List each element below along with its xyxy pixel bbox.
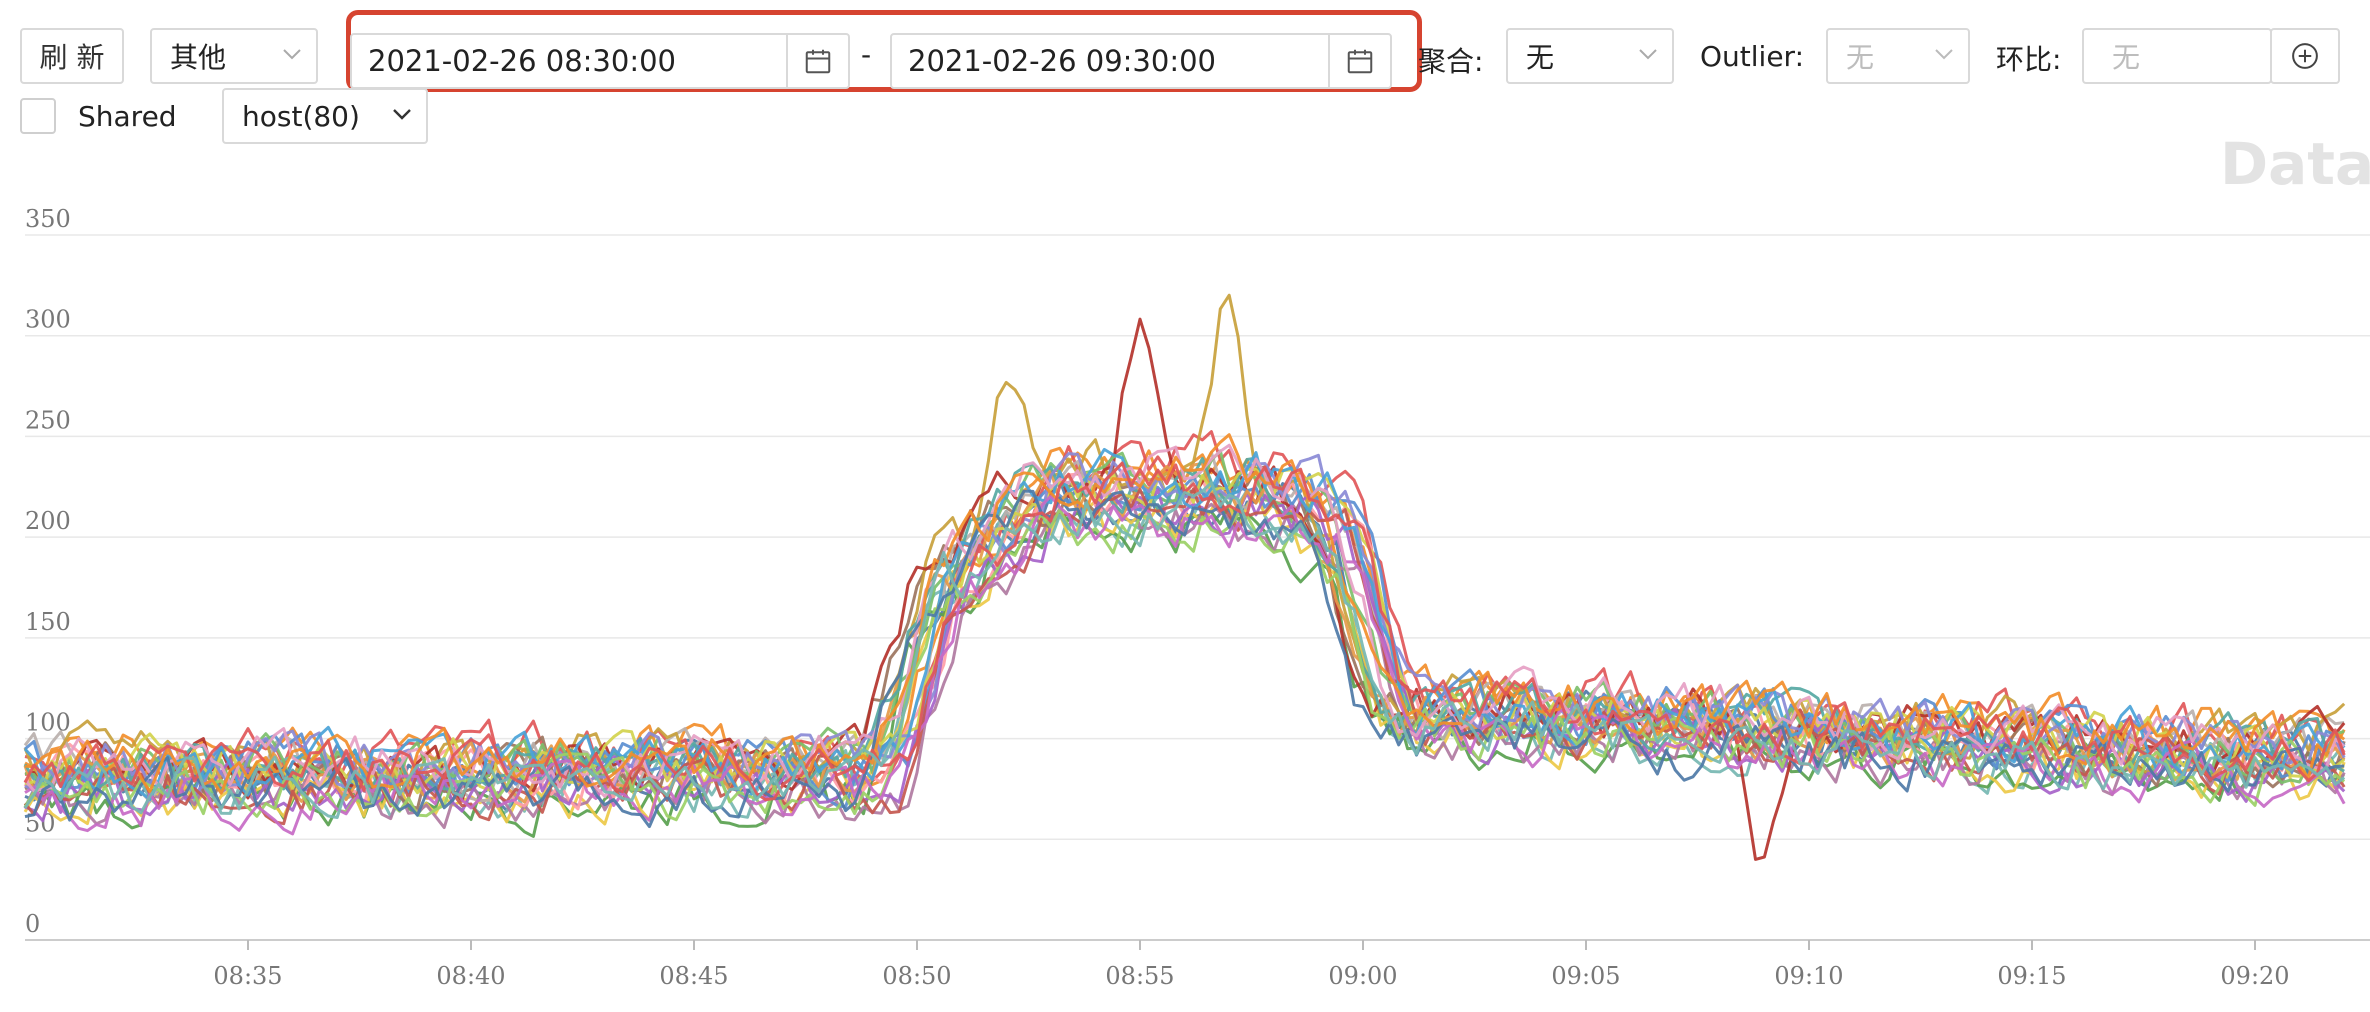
x-tick-label: 08:40 — [436, 962, 505, 990]
date-separator: - — [861, 38, 872, 71]
refresh-button[interactable]: 刷 新 — [20, 28, 124, 84]
chevron-down-icon — [390, 100, 411, 120]
chevron-down-icon — [1636, 40, 1657, 60]
category-select[interactable]: 其他 — [150, 28, 318, 84]
x-tick-label: 08:55 — [1105, 962, 1174, 990]
y-tick-label: 200 — [25, 507, 71, 535]
start-date-value: 2021-02-26 08:30:00 — [368, 44, 676, 78]
aggregate-label: 聚合: — [1418, 45, 1484, 78]
x-axis: 08:35 08:40 08:45 08:50 08:55 09:00 09:05 09:10… — [213, 940, 2290, 990]
chart-grid — [25, 234, 2370, 941]
toolbar: 刷 新 其他 2021-02-26 08:30:00 - 2021-02-26 … — [0, 0, 2370, 198]
series-line — [23, 481, 2346, 819]
series-line — [24, 489, 2345, 829]
series-line — [23, 293, 2346, 788]
x-tick-label: 09:10 — [1774, 962, 1843, 990]
series-line — [24, 468, 2346, 795]
x-tick-label: 09:20 — [2220, 962, 2289, 990]
x-tick-label: 09:15 — [1997, 962, 2066, 990]
end-date-value: 2021-02-26 09:30:00 — [908, 44, 1216, 78]
host-select[interactable]: host(80) — [222, 88, 428, 144]
host-select-value: host(80) — [242, 99, 360, 133]
y-tick-label: 300 — [25, 306, 71, 334]
ratio-input-placeholder: 无 — [2112, 41, 2141, 74]
series-line — [23, 447, 2346, 802]
category-select-value: 其他 — [170, 41, 227, 74]
y-tick-label: 0 — [25, 910, 40, 938]
x-tick-label: 08:50 — [882, 962, 951, 990]
y-tick-label: 350 — [25, 205, 71, 233]
calendar-icon[interactable] — [786, 35, 848, 87]
chart-series — [23, 293, 2346, 861]
outlier-select[interactable]: 无 — [1826, 28, 1970, 84]
ratio-label: 环比: — [1996, 43, 2062, 76]
end-date-input[interactable]: 2021-02-26 09:30:00 — [890, 33, 1392, 89]
aggregate-select[interactable]: 无 — [1506, 28, 1674, 84]
calendar-icon[interactable] — [1328, 35, 1390, 87]
shared-checkbox[interactable] — [20, 98, 56, 134]
outlier-select-value: 无 — [1846, 41, 1875, 74]
x-tick-label: 09:00 — [1328, 962, 1397, 990]
x-tick-label: 08:45 — [659, 962, 728, 990]
x-tick-label: 08:35 — [213, 962, 282, 990]
x-tick-label: 09:05 — [1551, 962, 1620, 990]
start-date-input[interactable]: 2021-02-26 08:30:00 — [350, 33, 850, 89]
chevron-down-icon — [280, 40, 301, 60]
aggregate-select-value: 无 — [1526, 41, 1555, 74]
series-line — [23, 507, 2346, 822]
add-ratio-button[interactable] — [2270, 28, 2340, 84]
y-tick-label: 150 — [25, 608, 71, 636]
plus-circle-icon — [2292, 43, 2318, 69]
outlier-label: Outlier: — [1700, 40, 1805, 73]
date-range-highlight — [346, 10, 1422, 92]
chevron-down-icon — [1932, 40, 1953, 60]
y-tick-label: 100 — [25, 709, 71, 737]
ratio-input[interactable]: 无 — [2082, 28, 2272, 84]
series-line — [23, 487, 2346, 826]
y-tick-label: 250 — [25, 406, 71, 434]
shared-label: Shared — [78, 100, 177, 133]
data-watermark: Data s — [2220, 130, 2370, 198]
